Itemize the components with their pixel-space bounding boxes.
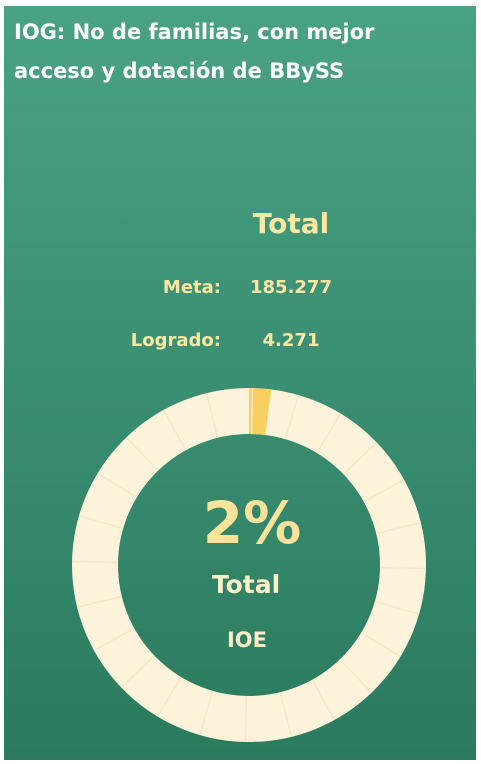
gauge-divider [360, 632, 401, 658]
center-label: IOE [227, 628, 267, 652]
gauge-divider [76, 595, 122, 609]
gauge-divider [316, 413, 342, 454]
gauge-value [249, 388, 272, 436]
title-line: acceso y dotación de BBySS [14, 59, 344, 83]
stat-value: 185.277 [250, 277, 332, 298]
gauge-value-label: 2% [203, 489, 301, 557]
gauge-divider [125, 436, 159, 472]
gauge-divider [311, 679, 336, 721]
stat-value: 4.271 [263, 330, 320, 351]
stat-label: Logrado: [131, 330, 221, 351]
gauge-divider [93, 627, 135, 652]
gauge-divider [279, 692, 293, 738]
gauge-divider [339, 658, 373, 694]
gauge-divider [72, 560, 119, 564]
gauge-divider [379, 566, 426, 570]
center-label: Total [212, 570, 280, 599]
stat-label: Meta: [163, 277, 221, 298]
gauge-divider [342, 441, 378, 475]
gauge-divider [374, 600, 420, 615]
gauge-divider [376, 521, 422, 535]
gauge-divider [78, 515, 124, 530]
gauge-divider [199, 690, 214, 736]
title-line: IOG: No de familias, con mejor [14, 20, 375, 44]
gauge-divider [120, 655, 156, 689]
gauge-divider [250, 388, 254, 435]
gauge-divider [284, 394, 299, 440]
gauge [72, 388, 426, 742]
gauge-divider [363, 478, 405, 503]
gauge-divider [156, 676, 182, 717]
subtitle: Total [253, 207, 330, 240]
gauge-divider [244, 695, 248, 742]
gauge-divider [205, 392, 219, 438]
gauge-divider [97, 472, 138, 498]
gauge-divider [162, 409, 187, 451]
